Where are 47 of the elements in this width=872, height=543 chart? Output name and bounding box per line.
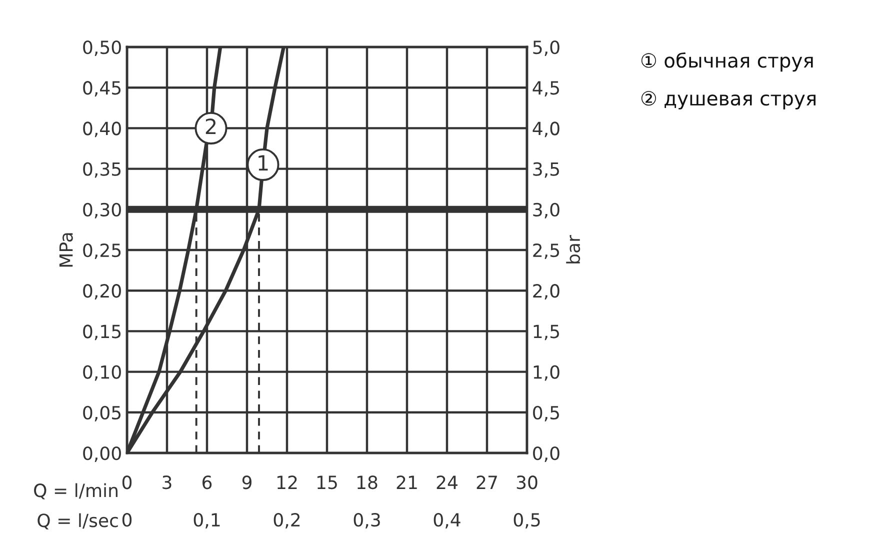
x-tick-label: 27 bbox=[476, 476, 497, 489]
x-tick-label: 9 bbox=[242, 476, 252, 490]
y-tick-label: 0,00 bbox=[83, 446, 121, 462]
y2-tick-label: 0,0 bbox=[533, 446, 560, 462]
x-tick-label: 24 bbox=[436, 476, 458, 489]
x2-tick-label: 0,1 bbox=[194, 512, 220, 528]
y-tick-label: 0,15 bbox=[83, 324, 121, 340]
x-tick-label: 18 bbox=[357, 476, 378, 490]
y-tick-label: 0,50 bbox=[83, 40, 121, 56]
y-axis-title: MPa bbox=[59, 233, 73, 267]
x-tick-label: 21 bbox=[396, 476, 417, 489]
x-tick-label: 0 bbox=[122, 476, 132, 490]
y-tick-label: 0,25 bbox=[83, 243, 121, 259]
y-tick-label: 0,10 bbox=[83, 365, 121, 381]
x2-tick-label: 0,2 bbox=[274, 512, 300, 528]
y-tick-label: 0,45 bbox=[83, 81, 121, 97]
y-tick-label: 0,20 bbox=[83, 284, 121, 300]
text: ② душевая струя bbox=[641, 91, 816, 110]
x2-tick-label: 0,3 bbox=[354, 512, 380, 528]
y-tick-label: 0,05 bbox=[83, 406, 121, 422]
y-tick-label: 0,40 bbox=[83, 122, 121, 138]
x-tick-label: 30 bbox=[516, 476, 538, 490]
y2-tick-label: 1,5 bbox=[534, 324, 559, 340]
y2-tick-label: 5,0 bbox=[533, 40, 560, 56]
y2-tick-label: 3,0 bbox=[533, 202, 560, 218]
x2-axis-title: Q = l/sec bbox=[38, 513, 118, 530]
y-tick-label: 0,30 bbox=[83, 202, 121, 218]
x-axis-title: Q = l/min bbox=[34, 483, 118, 500]
x2-tick-label: 0 bbox=[122, 512, 132, 527]
x-tick-label: 3 bbox=[162, 476, 172, 490]
x-tick-label: 12 bbox=[277, 476, 297, 489]
y2-tick-label: 2,5 bbox=[533, 243, 559, 259]
y2-tick-label: 4,5 bbox=[532, 81, 559, 97]
y2-tick-label: 4,0 bbox=[532, 122, 560, 138]
x-tick-label: 6 bbox=[202, 476, 212, 490]
y2-tick-label: 0,5 bbox=[533, 406, 559, 422]
annotation: 2 bbox=[206, 118, 216, 134]
x-tick-label: 15 bbox=[317, 476, 337, 490]
y2-axis-title: bar bbox=[566, 235, 580, 264]
annotation: 1 bbox=[258, 155, 268, 170]
x2-tick-label: 0,5 bbox=[514, 512, 540, 528]
y2-tick-label: 2,0 bbox=[533, 284, 560, 300]
y2-tick-label: 3,5 bbox=[533, 162, 559, 178]
y-tick-label: 0,35 bbox=[83, 162, 121, 178]
y2-tick-label: 1,0 bbox=[534, 365, 560, 381]
text: ① обычная струя bbox=[641, 52, 813, 72]
x2-tick-label: 0,4 bbox=[434, 512, 460, 528]
